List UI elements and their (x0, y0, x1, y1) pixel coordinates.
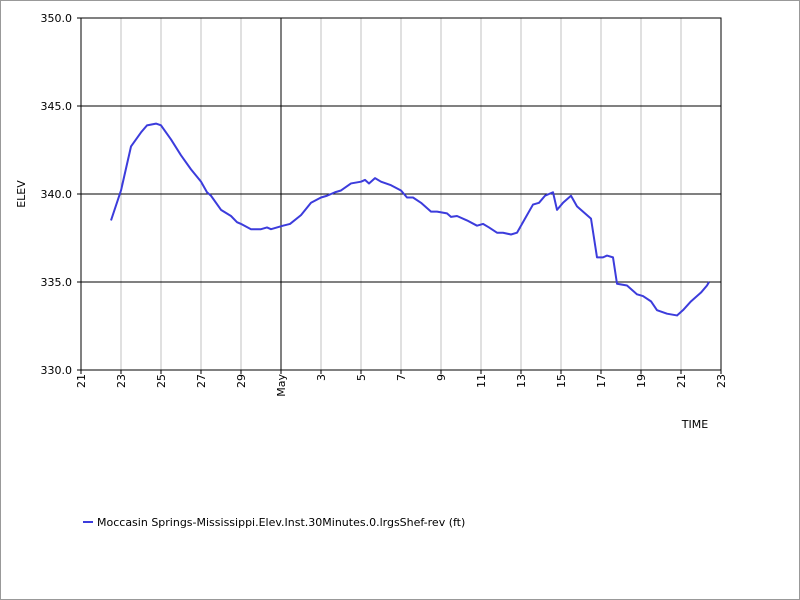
x-axis-label: TIME (681, 418, 708, 431)
x-tick-label: 19 (635, 374, 648, 388)
y-tick-label: 335.0 (41, 276, 73, 289)
x-tick-label: 29 (235, 374, 248, 388)
y-tick-label: 330.0 (41, 364, 73, 377)
y-axis-label: ELEV (15, 180, 28, 208)
x-tick-label: 23 (715, 374, 728, 388)
x-tick-label: 3 (315, 374, 328, 381)
data-line (110, 122, 710, 317)
y-tick-label: 340.0 (41, 188, 73, 201)
plot-border (80, 17, 722, 371)
x-tick-label: 9 (435, 374, 448, 381)
x-tick-label: 7 (395, 374, 408, 381)
x-tick-label: 13 (515, 374, 528, 388)
x-tick-label: 21 (75, 374, 88, 388)
x-tick-label: 15 (555, 374, 568, 388)
x-tick-label: 11 (475, 374, 488, 388)
x-tick-label: 17 (595, 374, 608, 388)
x-tick-label: 27 (195, 374, 208, 388)
legend-label: Moccasin Springs-Mississippi.Elev.Inst.3… (97, 516, 465, 529)
y-tick-label: 345.0 (41, 100, 73, 113)
x-tick-label: May (275, 374, 288, 397)
x-tick-label: 5 (355, 374, 368, 381)
x-tick-label: 21 (675, 374, 688, 388)
x-tick-label: 25 (155, 374, 168, 388)
y-tick-label: 350.0 (41, 12, 73, 25)
x-tick-label: 23 (115, 374, 128, 388)
